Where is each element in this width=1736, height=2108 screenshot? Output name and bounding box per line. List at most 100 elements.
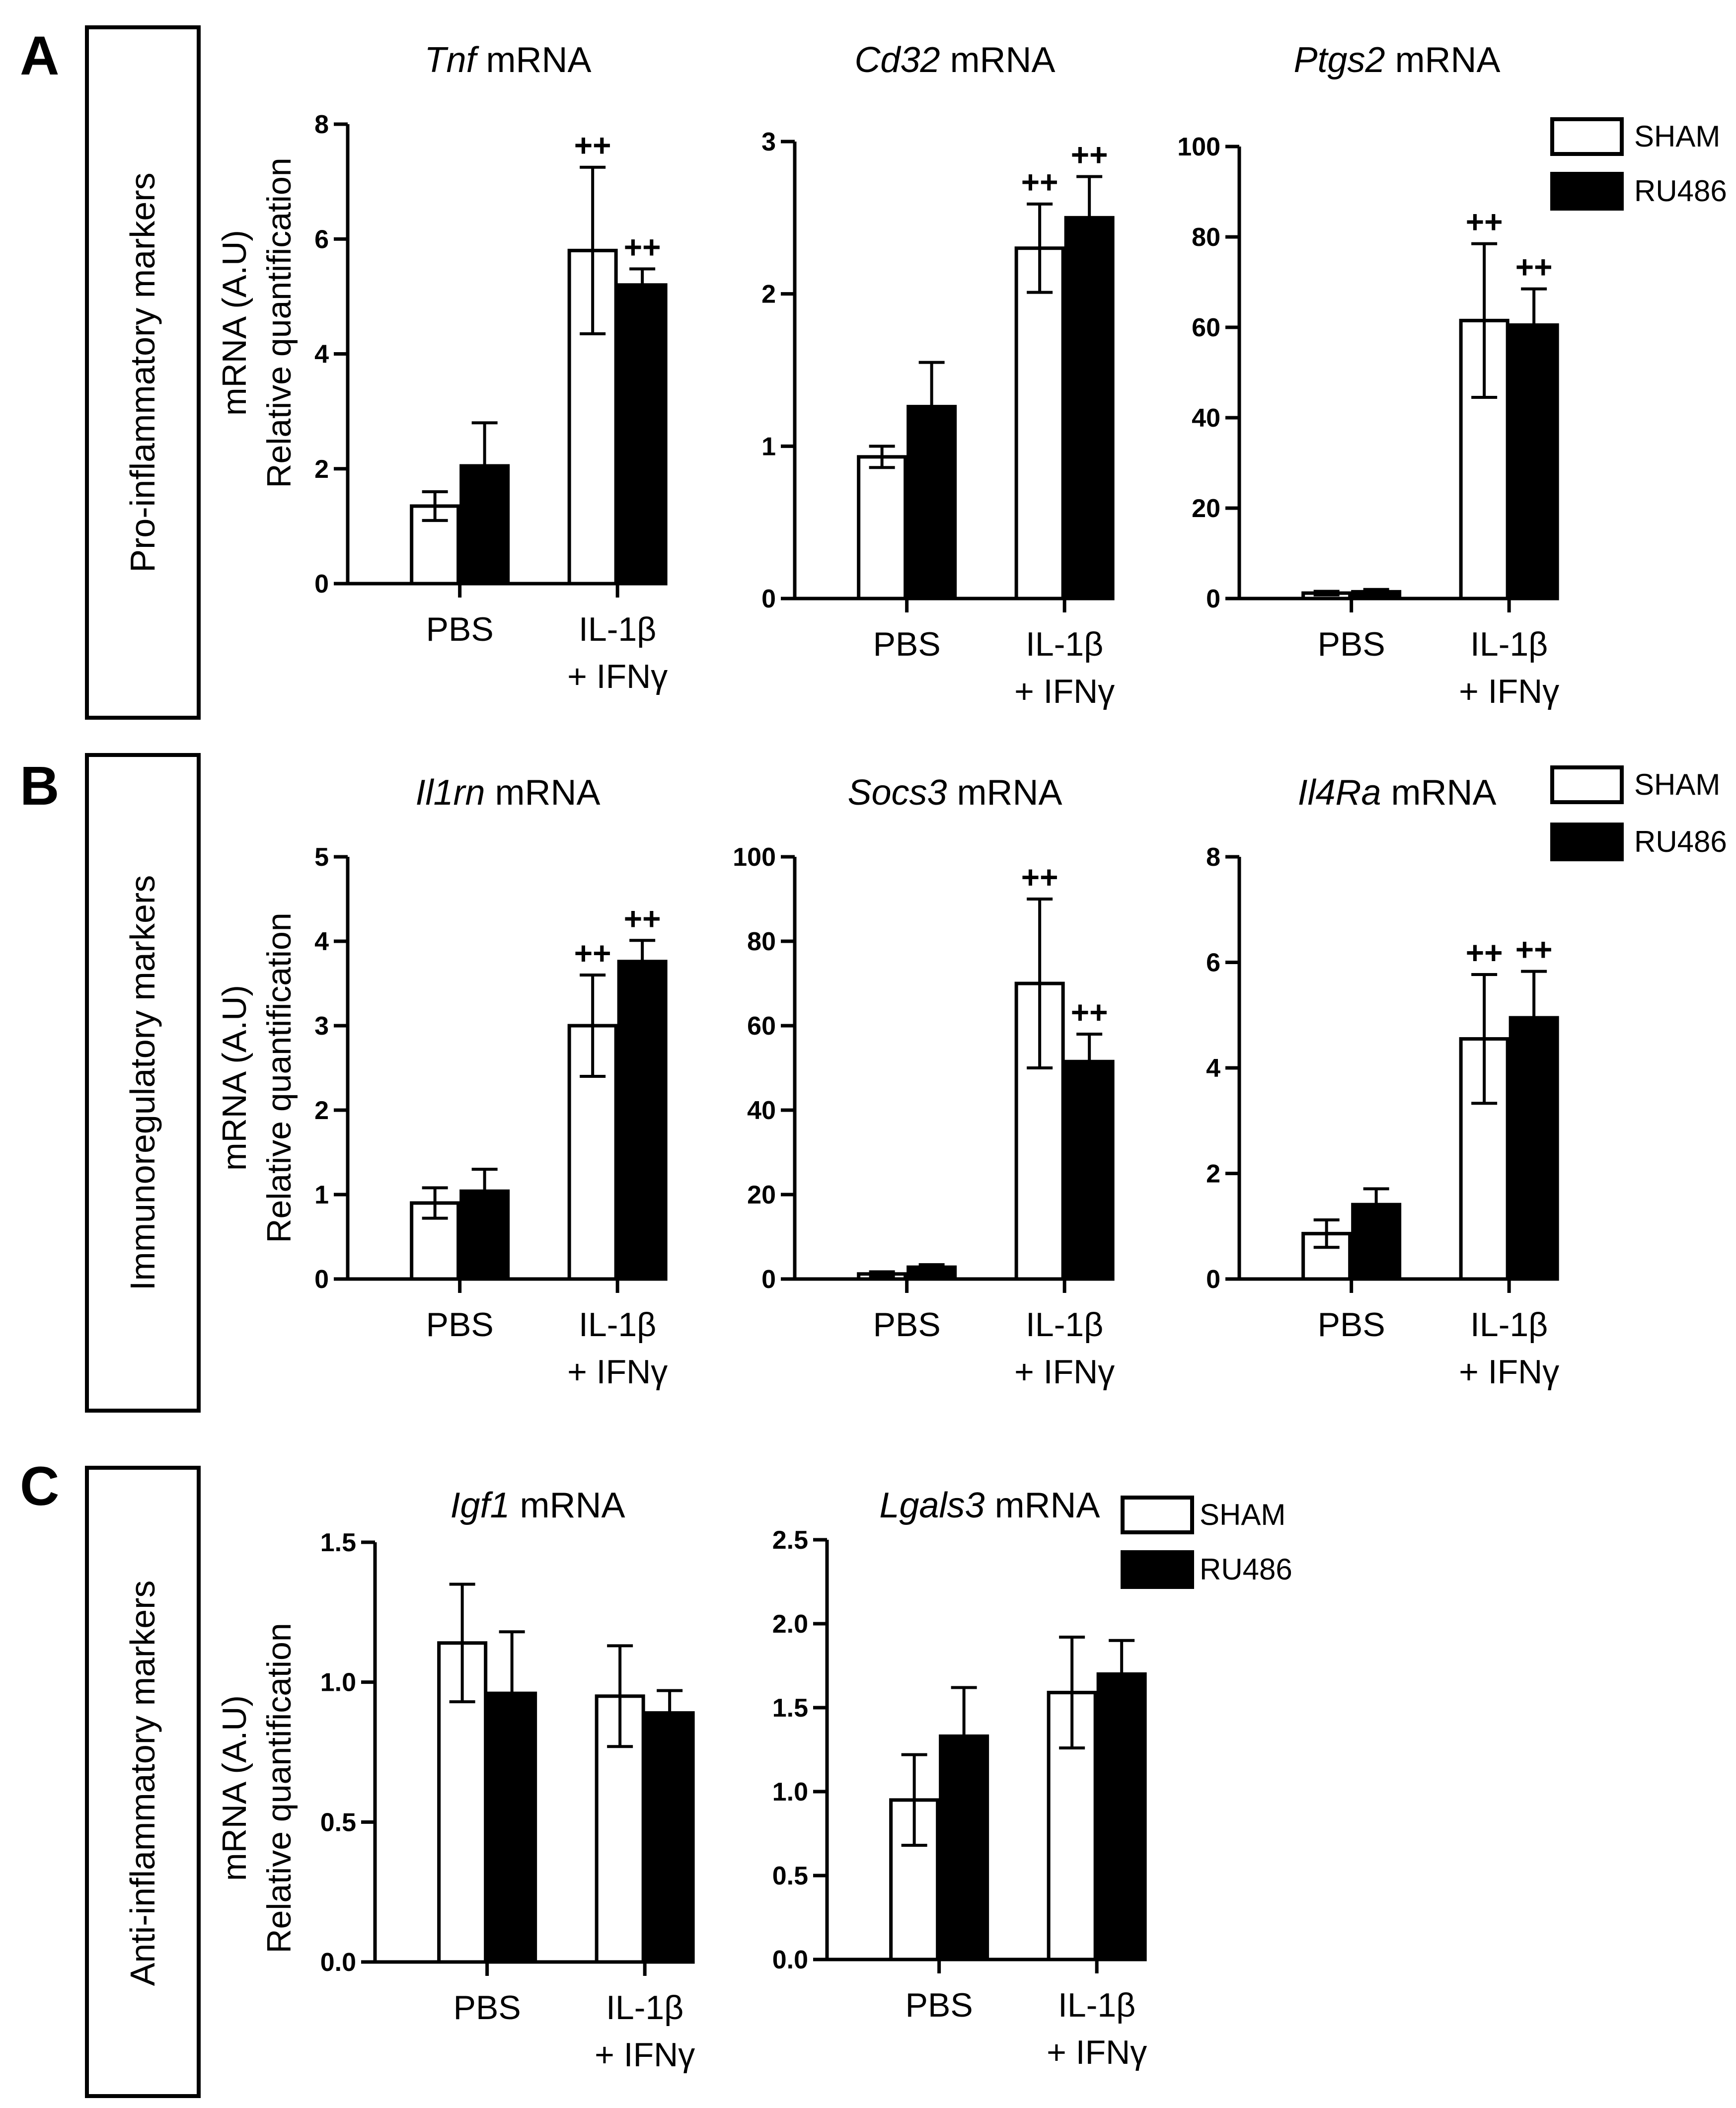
chart-cd32: Cd32 mRNA 0 1 2 3 PBS IL-1β + IFNγ ++ ++	[761, 40, 1115, 710]
bar-ru486-il1b-ifng	[1509, 323, 1559, 601]
y-tick-label: 6	[1206, 949, 1220, 978]
y-tick-label: 0.5	[772, 1862, 808, 1890]
bar-ru486-il1b-ifng	[617, 283, 668, 586]
chart-title: Lgals3 mRNA	[879, 1486, 1100, 1525]
significance-marker: ++	[1515, 932, 1553, 968]
significance-marker: ++	[624, 901, 661, 936]
row-label-box-a	[85, 25, 201, 720]
x-category-label: PBS	[453, 1989, 521, 2027]
chart-title-suffix: mRNA	[947, 773, 1062, 813]
chart-ptgs2: Ptgs2 mRNA 0 20 40 60 80 100 PBS IL-1β + IFNγ ++ ++	[1177, 40, 1559, 710]
x-category-label: + IFNγ	[567, 1353, 668, 1391]
chart-title: Il4Ra mRNA	[1297, 773, 1496, 813]
y-axis-title-line-2: Relative quantification	[260, 1623, 298, 1953]
chart-title-suffix: mRNA	[510, 1486, 625, 1525]
chart-title-gene: Il1rn	[415, 773, 485, 813]
chart-il4ra: Il4Ra mRNA 0 2 4 6 8 PBS IL-1β + IFNγ ++ ++	[1206, 773, 1559, 1391]
bar-ru486-pbs	[939, 1734, 989, 1961]
chart-title-suffix: mRNA	[1381, 773, 1497, 813]
row-label-box-c	[85, 1466, 201, 2098]
y-tick-label: 1	[761, 432, 776, 461]
bar-sham-pbs	[410, 1201, 460, 1281]
y-tick-label: 0.0	[320, 1948, 356, 1977]
y-tick-label: 2	[1206, 1160, 1220, 1189]
y-axis-title-row-c: mRNA (A.U) Relative quantification	[216, 1623, 298, 1953]
chart-title-gene: Il4Ra	[1297, 773, 1381, 813]
bar-ru486-il1b-ifng	[1064, 216, 1115, 601]
chart-lgals3: Lgals3 mRNA 0.0 0.5 1.0 1.5 2.0 2.5 PBS IL-1β + I…	[772, 1486, 1147, 2071]
row-c: C Anti-inflammatory markers	[20, 1456, 201, 2098]
row-label-b: Immunoregulatory markers	[123, 875, 162, 1290]
x-category-label: IL-1β	[579, 610, 656, 648]
bar-sham-il1b-ifng	[567, 1024, 618, 1281]
bar-ru486-pbs	[487, 1691, 537, 1964]
legend-label-sham: SHAM	[1634, 768, 1720, 801]
x-category-label: + IFNγ	[567, 658, 668, 695]
legend-swatch-sham	[1550, 117, 1624, 156]
x-category-label: + IFNγ	[595, 2036, 695, 2074]
y-tick-label: 0.0	[772, 1946, 808, 1974]
chart-tnf: Tnf mRNA 0 2 4 6 8 PBS IL-1β + IFNγ ++ ++	[314, 40, 668, 695]
y-tick-label: 0.5	[320, 1808, 356, 1837]
significance-marker: ++	[1071, 137, 1108, 173]
bar-sham-pbs	[410, 504, 460, 586]
significance-marker: ++	[1466, 935, 1503, 971]
row-label-c: Anti-inflammatory markers	[123, 1581, 162, 1986]
y-tick-label: 20	[1192, 494, 1220, 523]
legend-label-ru486: RU486	[1200, 1553, 1292, 1586]
bar-ru486-il1b-ifng	[1064, 1059, 1115, 1281]
x-category-label: PBS	[873, 1306, 941, 1344]
x-category-label: PBS	[873, 625, 941, 663]
bar-sham-il1b-ifng	[567, 248, 618, 586]
y-axis-title-line-1: mRNA (A.U)	[216, 230, 253, 416]
chart-igf1: Igf1 mRNA 0.0 0.5 1.0 1.5 PBS IL-1β + IFNγ	[320, 1486, 695, 2074]
y-tick-label: 2.5	[772, 1526, 808, 1555]
bar-sham-pbs	[857, 455, 907, 601]
chart-title-gene: Socs3	[847, 773, 947, 813]
chart-title-gene: Ptgs2	[1293, 40, 1385, 80]
y-tick-label: 0	[761, 585, 776, 613]
legend-row-a: SHAM RU486	[1550, 117, 1727, 211]
bar-sham-pbs	[857, 1272, 907, 1281]
bar-ru486-il1b-ifng	[1509, 1016, 1559, 1281]
y-tick-label: 4	[1206, 1054, 1220, 1083]
bar-ru486-pbs	[459, 1189, 510, 1281]
legend-row-b: SHAM RU486	[1550, 765, 1727, 861]
y-tick-label: 2	[314, 455, 329, 484]
bar-sham-pbs	[1301, 591, 1352, 601]
bar-ru486-il1b-ifng	[644, 1711, 695, 1964]
bar-ru486-pbs	[1351, 1203, 1402, 1281]
significance-marker: ++	[1021, 164, 1058, 200]
row-b: B Immunoregulatory markers	[20, 753, 201, 1413]
panel-letter-c: C	[20, 1456, 59, 1517]
x-category-label: IL-1β	[1026, 1306, 1103, 1344]
bar-sham-il1b-ifng	[1459, 318, 1510, 601]
bar-sham-pbs	[437, 1641, 488, 1964]
chart-title: Ptgs2 mRNA	[1293, 40, 1500, 80]
x-category-label: IL-1β	[606, 1989, 683, 2027]
x-category-label: IL-1β	[1470, 625, 1548, 663]
y-tick-label: 100	[1177, 133, 1220, 161]
y-tick-label: 60	[1192, 313, 1220, 342]
y-tick-label: 2.0	[772, 1610, 808, 1639]
y-tick-label: 5	[314, 843, 329, 872]
bar-ru486-il1b-ifng	[1096, 1672, 1147, 1961]
significance-marker: ++	[574, 128, 611, 163]
chart-title: Il1rn mRNA	[415, 773, 600, 813]
bar-sham-il1b-ifng	[595, 1694, 645, 1964]
legend-label-sham: SHAM	[1634, 120, 1720, 153]
chart-il1rn: Il1rn mRNA 0 1 2 3 4 5 PBS IL-1β + IFNγ ++ ++	[314, 773, 668, 1391]
legend-label-ru486: RU486	[1634, 174, 1727, 208]
y-tick-label: 2	[314, 1096, 329, 1125]
x-category-label: IL-1β	[1026, 625, 1103, 663]
y-tick-label: 0	[761, 1265, 776, 1294]
x-category-label: PBS	[1318, 625, 1385, 663]
y-tick-label: 60	[747, 1012, 776, 1041]
y-tick-label: 80	[747, 927, 776, 956]
legend-label-sham: SHAM	[1200, 1498, 1285, 1531]
y-tick-label: 100	[733, 843, 776, 872]
x-category-label: PBS	[906, 1986, 973, 2024]
y-tick-label: 4	[314, 927, 329, 956]
bar-sham-pbs	[1301, 1232, 1352, 1281]
